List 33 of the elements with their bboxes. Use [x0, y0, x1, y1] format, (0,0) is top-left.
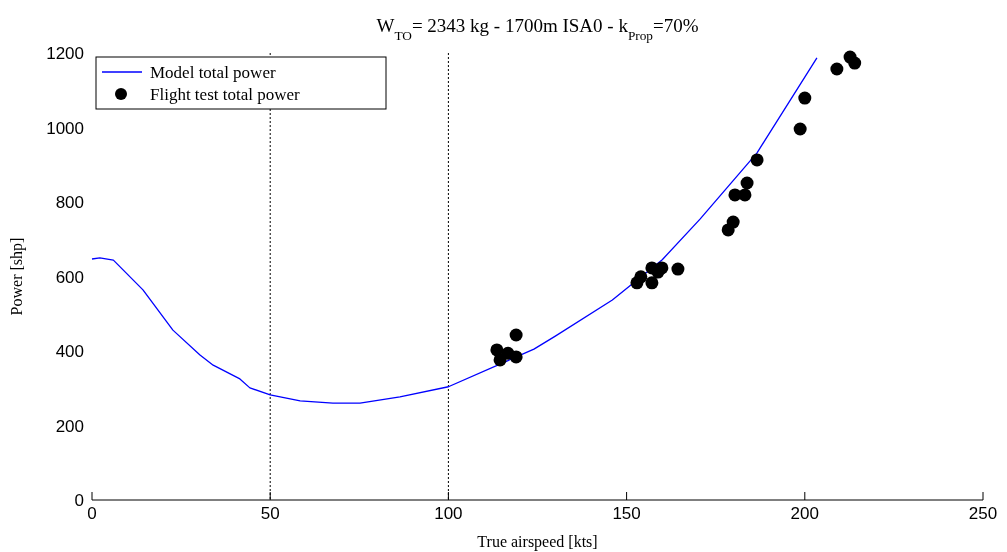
x-tick-label: 50: [260, 504, 280, 523]
x-tick-label: 0: [87, 504, 97, 523]
y-tick-label: 0: [74, 491, 84, 510]
x-tick-label: 200: [790, 504, 819, 523]
point: [655, 261, 669, 275]
y-tick-label: 800: [55, 193, 84, 212]
point: [750, 153, 764, 167]
x-axis-title: True airspeed [kts]: [477, 533, 598, 551]
point: [740, 176, 754, 190]
point: [509, 350, 523, 364]
y-tick-label: 200: [55, 416, 84, 436]
point: [634, 270, 648, 284]
point: [509, 328, 523, 342]
point: [726, 215, 740, 229]
y-tick-label: 600: [55, 267, 84, 287]
y-tick-label: 1200: [46, 44, 84, 63]
point: [830, 62, 844, 76]
point: [798, 91, 812, 105]
line-series: [91, 57, 818, 404]
point: [671, 262, 685, 276]
y-tick-label: 1000: [46, 118, 84, 138]
x-tick-label: 250: [968, 504, 998, 523]
point: [738, 188, 752, 202]
x-tick-label: 150: [612, 504, 641, 523]
point: [645, 276, 659, 290]
chart-title: W$_{TO}$= 2343 kg - 1700m ISA0 - k$_{Prop}$=70%: [376, 15, 699, 43]
point: [793, 122, 807, 136]
x-tick-label: 100: [434, 504, 463, 523]
y-tick-label: 400: [55, 342, 84, 361]
y-axis-title: Power [shp]: [8, 237, 26, 316]
point: [848, 56, 862, 70]
legend-label: Model total power: [150, 63, 276, 82]
legend-label: Flight test total power: [150, 85, 301, 104]
